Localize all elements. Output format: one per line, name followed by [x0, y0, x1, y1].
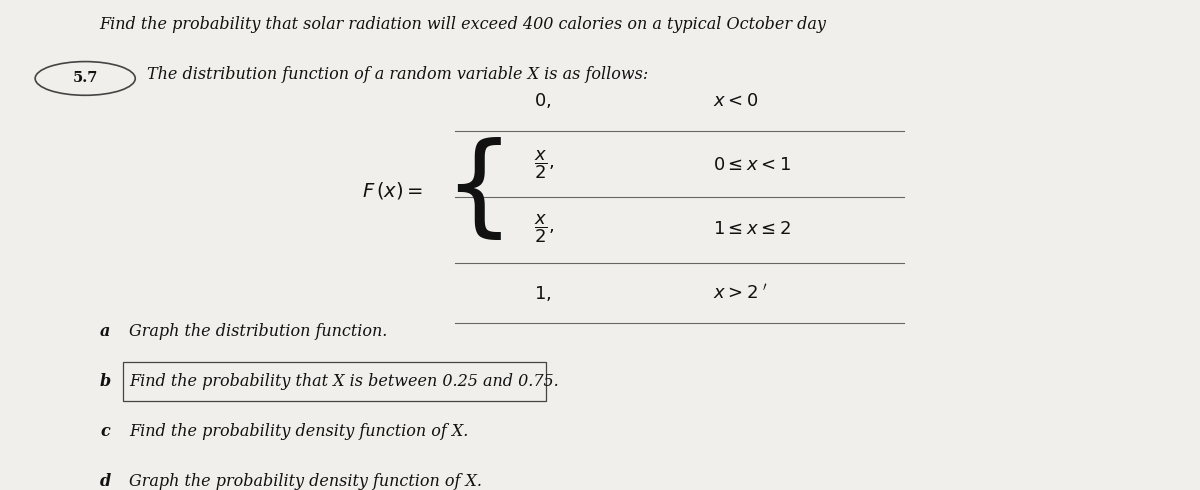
Text: $\dfrac{x}{2},$: $\dfrac{x}{2},$ [534, 213, 554, 245]
Text: Find the probability that solar radiation will exceed 400 calories on a typical : Find the probability that solar radiatio… [100, 16, 827, 33]
Text: The distribution function of a random variable X is as follows:: The distribution function of a random va… [148, 66, 648, 83]
Text: Graph the probability density function of X.: Graph the probability density function o… [130, 473, 482, 490]
Text: $x < 0$: $x < 0$ [713, 92, 758, 110]
Text: Find the probability density function of X.: Find the probability density function of… [130, 423, 469, 440]
Text: $1,$: $1,$ [534, 284, 552, 303]
Text: 5.7: 5.7 [72, 72, 98, 85]
Text: d: d [100, 473, 112, 490]
Text: $1 \leq x \leq 2$: $1 \leq x \leq 2$ [713, 220, 791, 238]
Text: b: b [100, 373, 112, 390]
Text: Graph the distribution function.: Graph the distribution function. [130, 323, 388, 340]
Text: $0,$: $0,$ [534, 91, 552, 110]
Text: Find the probability that X is between 0.25 and 0.75.: Find the probability that X is between 0… [130, 373, 559, 390]
Text: c: c [101, 423, 110, 440]
Text: $0 \leq x < 1$: $0 \leq x < 1$ [713, 156, 791, 174]
Text: $x > 2\;'$: $x > 2\;'$ [713, 284, 768, 303]
Text: $F\,(x) =$: $F\,(x) =$ [362, 180, 424, 201]
Text: $\{$: $\{$ [443, 137, 502, 245]
Text: a: a [101, 323, 110, 340]
Text: $\dfrac{x}{2},$: $\dfrac{x}{2},$ [534, 148, 554, 181]
